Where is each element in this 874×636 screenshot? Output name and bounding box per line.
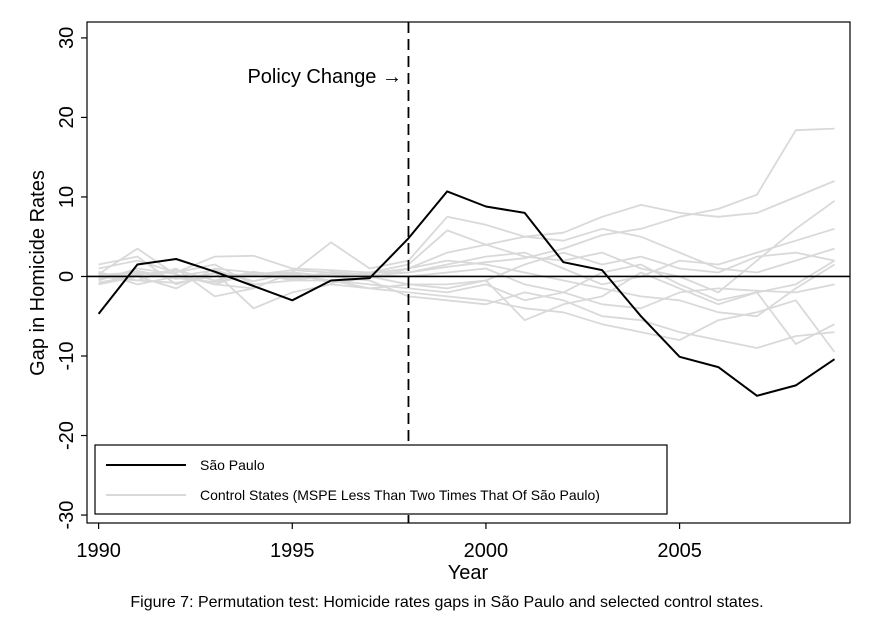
axes-group: -30 -20 -10 0 10 20 30 1990 1995 2000 2005 — [56, 21, 851, 562]
x-tick-label: 1995 — [270, 540, 315, 562]
legend-label-control-states: Control States (MSPE Less Than Two Times… — [200, 487, 600, 503]
x-tick-label: 2005 — [657, 540, 702, 562]
control-state-line — [98, 215, 835, 290]
control-state-line — [98, 259, 835, 302]
y-tick-label: 20 — [56, 106, 78, 128]
sao-paulo-line — [97, 190, 836, 397]
control-state-line — [98, 127, 835, 280]
y-axis-label: Gap in Homicide Rates — [27, 170, 49, 376]
y-tick-label: -30 — [56, 501, 78, 530]
control-state-line — [98, 259, 835, 318]
control-state-line — [98, 267, 835, 349]
x-tick-label: 1990 — [76, 540, 121, 562]
plot-frame — [86, 21, 851, 524]
y-tick-label: 10 — [56, 186, 78, 208]
y-tick-label: 0 — [56, 271, 78, 282]
legend: São Paulo Control States (MSPE Less Than… — [94, 444, 668, 515]
legend-label-sao-paulo: São Paulo — [200, 457, 265, 473]
control-state-line — [98, 267, 835, 310]
figure-caption: Figure 7: Permutation test: Homicide rat… — [130, 594, 763, 611]
policy-change-annotation: Policy Change → — [247, 66, 402, 88]
x-tick-label: 2000 — [464, 540, 509, 562]
control-series-group — [98, 127, 836, 353]
x-axis-label: Year — [448, 562, 489, 584]
y-tick-label: 30 — [56, 27, 78, 49]
y-tick-label: -10 — [56, 342, 78, 371]
legend-frame — [94, 444, 668, 515]
treated-series-group — [97, 190, 836, 397]
control-state-line — [98, 180, 835, 286]
y-tick-label: -20 — [56, 421, 78, 450]
control-state-line — [98, 251, 835, 290]
control-state-line — [98, 263, 836, 353]
